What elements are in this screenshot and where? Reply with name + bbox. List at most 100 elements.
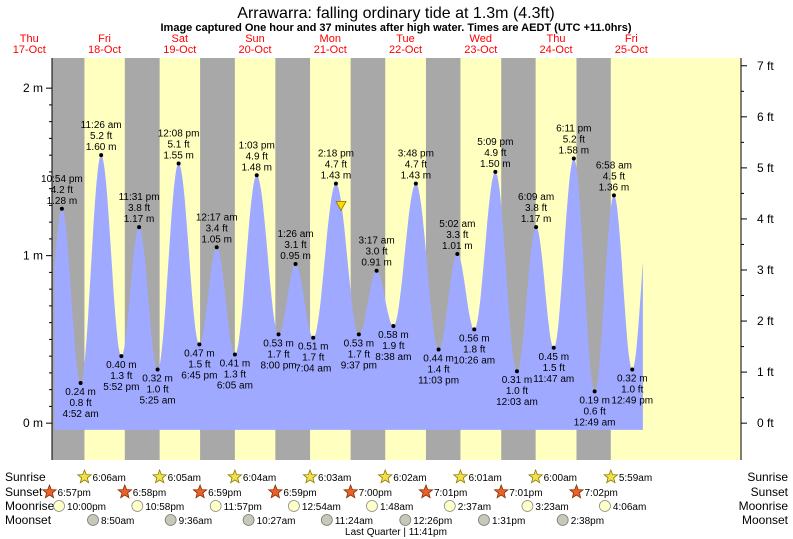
high-tide-ft: 4.9 ft	[246, 151, 268, 162]
tide-point	[197, 342, 202, 347]
low-tide-m: 0.53 m	[344, 338, 375, 349]
high-tide-m: 1.48 m	[241, 162, 272, 173]
low-tide-m: 0.58 m	[378, 330, 409, 341]
low-tide-ft: 1.3 ft	[110, 371, 132, 382]
tide-point	[436, 347, 441, 352]
tide-point	[356, 332, 361, 337]
moonset-time: 11:24am	[335, 516, 373, 527]
current-tide-marker	[335, 201, 347, 212]
low-tide-m: 0.56 m	[459, 333, 490, 344]
day-header-date: 19-Oct	[163, 44, 196, 56]
sunset-row-label-left: Sunset	[5, 485, 43, 499]
high-tide-ft: 4.7 ft	[325, 160, 347, 171]
low-tide-time: 6:45 pm	[181, 370, 217, 381]
day-header-date: 21-Oct	[314, 44, 347, 56]
moonset-row-label-right: Moonset	[742, 513, 789, 527]
moonrise-icon	[521, 500, 534, 512]
low-tide-m: 0.32 m	[142, 374, 173, 385]
low-tide-ft: 1.0 ft	[621, 385, 643, 396]
low-tide-time: 4:52 am	[63, 409, 99, 420]
high-tide-time: 1:03 pm	[239, 140, 275, 151]
moonrise-icon	[53, 500, 65, 512]
tide-point	[391, 324, 396, 328]
moonset-icon	[320, 514, 333, 526]
right-tick-label: 7 ft	[757, 59, 774, 73]
low-tide-ft: 1.5 ft	[188, 359, 210, 370]
sunrise-time: 6:06am	[92, 473, 125, 484]
low-tide-m: 0.45 m	[538, 352, 569, 363]
sunset-time: 6:57pm	[57, 488, 90, 499]
low-tide-ft: 1.0 ft	[506, 386, 528, 397]
low-tide-m: 0.51 m	[298, 342, 329, 353]
high-tide-ft: 3.1 ft	[284, 240, 306, 251]
low-tide-ft: 1.8 ft	[463, 344, 485, 355]
chart-subtitle: Image captured One hour and 37 minutes a…	[161, 22, 632, 34]
tide-point	[232, 352, 237, 357]
moonrise-time: 10:00pm	[67, 502, 106, 513]
high-tide-m: 1.05 m	[201, 234, 232, 245]
day-header-date: 22-Oct	[389, 44, 422, 56]
right-tick-label: 6 ft	[757, 110, 774, 124]
tide-point	[413, 181, 418, 186]
moonrise-row-label-left: Moonrise	[5, 499, 55, 513]
moonrise-time: 11:57pm	[224, 502, 262, 513]
sunrise-icon	[452, 468, 469, 484]
moonrise-icon	[131, 500, 144, 512]
high-tide-time: 6:58 am	[596, 160, 632, 171]
low-tide-ft: 1.9 ft	[382, 341, 404, 352]
sunset-icon	[192, 483, 208, 499]
low-tide-m: 0.47 m	[184, 348, 215, 359]
low-tide-ft: 0.8 ft	[69, 398, 91, 409]
low-tide-ft: 1.4 ft	[427, 364, 449, 375]
moonrise-time: 1:48am	[380, 502, 413, 513]
moonset-time: 10:27am	[257, 516, 296, 527]
moonrise-row-label-right: Moonrise	[739, 499, 789, 513]
sunrise-icon	[76, 468, 93, 484]
day-header-dow: Wed	[470, 33, 492, 45]
day-header-dow: Tue	[396, 33, 415, 45]
tide-point	[119, 354, 124, 359]
tide-labels: 10:54 pm4.2 ft1.28 m 0.24 m0.8 ft4:52 am 1…	[41, 120, 653, 428]
sunset-time: 7:01pm	[509, 488, 542, 499]
moonset-icon	[556, 514, 569, 526]
high-tide-m: 1.28 m	[47, 196, 78, 207]
low-tide-m: 0.41 m	[220, 358, 251, 369]
high-tide-m: 0.95 m	[280, 251, 311, 262]
sunrise-icon	[377, 468, 393, 484]
moon-phase-label: Last Quarter | 11:41pm	[345, 527, 447, 538]
tide-point	[59, 206, 64, 211]
right-tick-label: 2 ft	[757, 314, 774, 328]
low-tide-time: 10:26 am	[453, 355, 495, 366]
right-tick-label: 0 ft	[757, 416, 774, 430]
high-tide-time: 2:18 pm	[318, 149, 354, 160]
high-tide-ft: 4.7 ft	[405, 160, 427, 171]
day-header-date: 20-Oct	[239, 44, 272, 56]
high-tide-m: 1.60 m	[86, 142, 117, 153]
moonrise-icon	[599, 500, 611, 512]
high-tide-ft: 4.2 ft	[51, 185, 73, 196]
low-tide-m: 0.32 m	[617, 374, 648, 385]
day-header-dow: Sat	[172, 33, 189, 45]
sunset-icon	[117, 483, 133, 499]
high-tide-time: 5:09 pm	[477, 137, 513, 148]
moonrise-time: 12:54am	[302, 502, 341, 513]
right-tick-label: 3 ft	[757, 263, 774, 277]
sunrise-time: 6:01am	[468, 473, 501, 484]
low-tide-ft: 0.6 ft	[584, 406, 606, 417]
sunset-row-label-right: Sunset	[751, 485, 789, 499]
sunset-time: 7:02pm	[584, 488, 617, 499]
day-header-dow: Fri	[625, 33, 638, 45]
chart-title: Arrawarra: falling ordinary tide at 1.3m…	[237, 5, 554, 22]
moonset-time: 8:50am	[101, 516, 134, 527]
sunrise-row-label-right: Sunrise	[747, 470, 788, 484]
high-tide-time: 6:09 am	[518, 192, 554, 203]
high-tide-ft: 5.1 ft	[167, 140, 189, 151]
sunset-time: 6:58pm	[133, 488, 166, 499]
moonrise-time: 3:23am	[535, 502, 568, 513]
sunset-time: 7:00pm	[359, 488, 392, 499]
tide-point	[155, 367, 160, 372]
tide-point	[571, 156, 576, 161]
left-tick-label: 1 m	[23, 249, 43, 263]
high-tide-ft: 3.4 ft	[206, 223, 228, 234]
